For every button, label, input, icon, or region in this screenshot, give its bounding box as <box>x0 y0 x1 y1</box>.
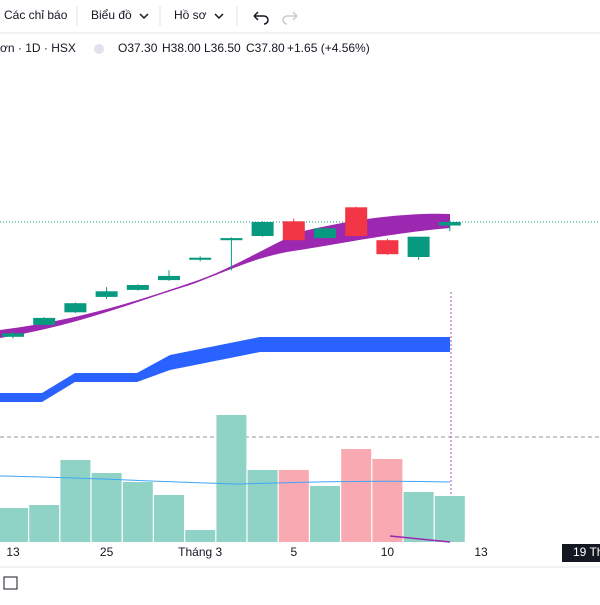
volume-ma <box>0 475 451 485</box>
ohlc-open: O37.30 <box>118 41 158 55</box>
candle-body <box>407 236 430 257</box>
chart-button[interactable]: Biểu đồ <box>91 8 132 22</box>
volume-bar <box>434 496 465 542</box>
candle-body <box>314 228 336 239</box>
undo-button[interactable] <box>253 11 269 25</box>
candle-body <box>220 238 243 241</box>
volume-pane <box>0 415 465 542</box>
x-tick-label: 13 <box>474 545 488 559</box>
ohlc-change: +1.65 (+4.56%) <box>287 41 370 55</box>
volume-bar <box>247 470 278 542</box>
redo-button[interactable] <box>282 11 298 25</box>
candle-body <box>189 257 212 260</box>
x-tick-label: 13 <box>6 545 20 559</box>
date-tag-label: 19 Th <box>573 545 600 559</box>
volume-bar <box>185 530 216 542</box>
price-pane <box>2 206 461 339</box>
volume-bar <box>403 492 434 542</box>
candle-body <box>95 291 118 297</box>
candle-body <box>438 222 461 226</box>
indicator-tail <box>389 535 451 543</box>
ohlc-high: H38.00 <box>162 41 201 55</box>
ohlc-low: L36.50 <box>204 41 241 55</box>
candle-body <box>64 303 87 313</box>
chevron <box>214 13 224 20</box>
candle-body <box>282 221 305 241</box>
volume-bar <box>341 449 372 542</box>
x-tick-label: 25 <box>100 545 114 559</box>
x-tick-label: 10 <box>381 545 395 559</box>
candle-body <box>345 207 368 236</box>
candle-body <box>251 222 274 236</box>
candle-body <box>2 333 24 337</box>
volume-bar <box>122 482 153 542</box>
x-tick-label: 5 <box>290 545 297 559</box>
candle-body <box>126 285 149 290</box>
indicator-band <box>0 337 450 402</box>
volume-bar <box>91 473 122 542</box>
ohlc-close: C37.80 <box>246 41 285 55</box>
candle-body <box>376 240 399 255</box>
x-axis: 13 25 Tháng 3 5 10 13 <box>6 545 488 559</box>
volume-bar <box>0 508 28 542</box>
calendar-button[interactable] <box>3 576 18 590</box>
volume-bar <box>372 459 403 542</box>
date-tag <box>562 544 600 562</box>
candle-body <box>158 275 180 281</box>
status-dot <box>94 44 104 54</box>
indicators-button[interactable]: Các chỉ báo <box>4 8 68 22</box>
candle-body <box>33 317 56 325</box>
profile-button[interactable]: Hồ sơ <box>174 8 207 22</box>
volume-bar <box>216 415 247 542</box>
x-tick-label: Tháng 3 <box>178 545 222 559</box>
chevron <box>139 13 149 20</box>
volume-bar <box>29 505 60 542</box>
volume-bar <box>60 460 91 542</box>
symbol-info: ơn · 1D · HSX <box>0 41 76 55</box>
volume-bar <box>278 470 309 542</box>
volume-bar <box>154 495 184 542</box>
indicator-band <box>0 213 450 338</box>
volume-bar <box>310 486 340 542</box>
